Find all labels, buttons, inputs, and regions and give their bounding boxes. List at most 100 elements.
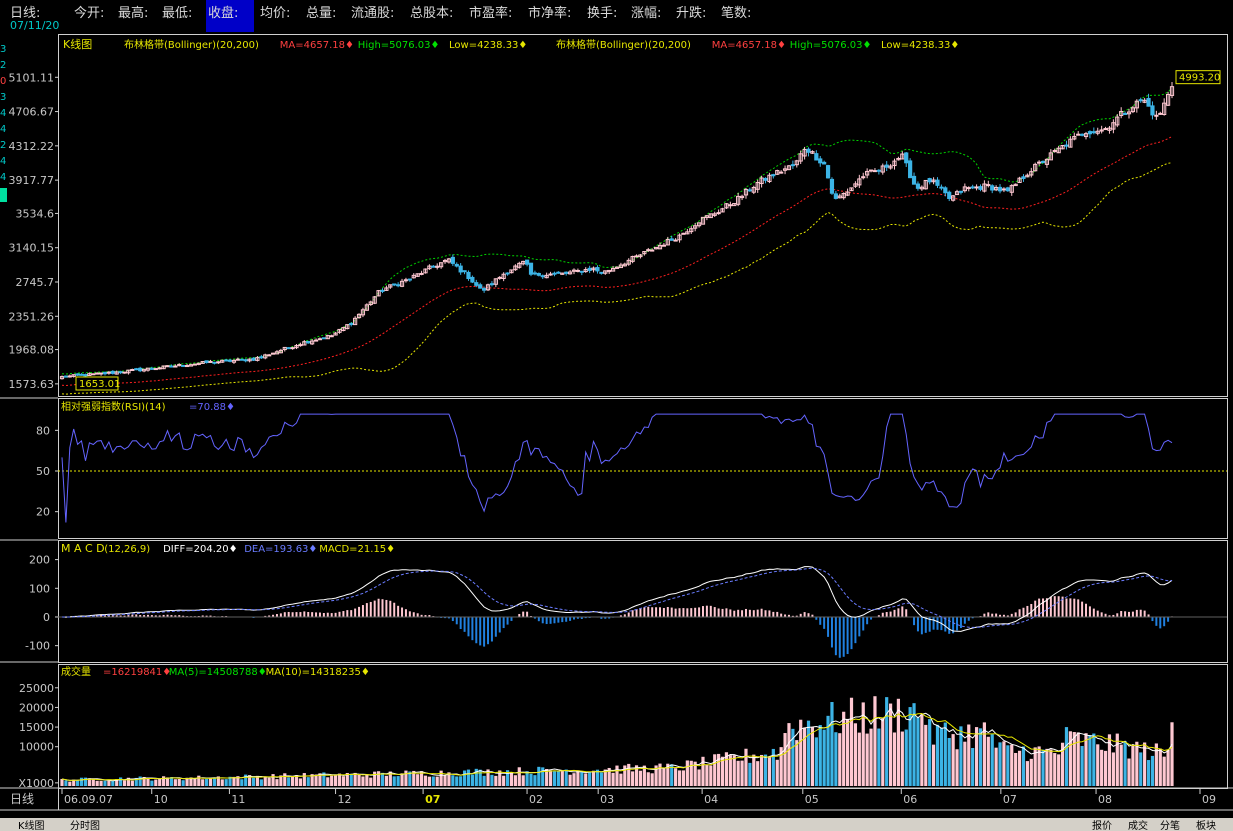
candle-body bbox=[810, 151, 815, 154]
volume-bar bbox=[169, 777, 174, 786]
volume-bar bbox=[1088, 735, 1092, 786]
candle-body bbox=[267, 354, 272, 357]
volume-bar bbox=[314, 774, 318, 786]
label-change-pct: 涨幅: bbox=[631, 6, 662, 21]
volume-bar bbox=[271, 774, 275, 786]
candle-body bbox=[915, 183, 921, 189]
volume-bar bbox=[638, 770, 643, 786]
volume-bar bbox=[1033, 747, 1037, 786]
volume-bar bbox=[185, 777, 189, 786]
candle-body bbox=[270, 352, 276, 355]
candle-body bbox=[904, 152, 909, 164]
volume-bar bbox=[791, 728, 795, 786]
candle-body bbox=[618, 264, 624, 269]
candle-body bbox=[1052, 150, 1057, 153]
volume-bar bbox=[787, 723, 791, 786]
candle-body bbox=[231, 359, 237, 363]
volume-bar bbox=[173, 779, 177, 786]
candle-body bbox=[435, 265, 440, 268]
candle-body bbox=[345, 324, 350, 330]
candle-body bbox=[1162, 102, 1167, 116]
volume-bar bbox=[333, 774, 338, 786]
volume-bar bbox=[967, 724, 971, 786]
left-strip-char: 3 bbox=[0, 44, 6, 55]
left-strip-char: 4 bbox=[0, 172, 6, 183]
candle-body bbox=[1048, 152, 1053, 161]
volume-bar bbox=[1127, 758, 1131, 786]
kline-y-tick: 1573.63 bbox=[9, 378, 55, 391]
volume-bar bbox=[416, 774, 420, 786]
candle-body bbox=[396, 284, 401, 287]
candle-body bbox=[204, 360, 209, 364]
candle-body bbox=[478, 284, 483, 289]
volume-bar bbox=[103, 780, 107, 786]
candle-body bbox=[95, 372, 100, 375]
candle-body bbox=[415, 273, 420, 277]
x-axis-label: 09 bbox=[1202, 793, 1216, 806]
candle-body bbox=[1091, 131, 1096, 134]
volume-bar bbox=[68, 781, 72, 786]
candle-body bbox=[935, 179, 940, 186]
volume-bar bbox=[240, 779, 244, 786]
volume-bar bbox=[373, 771, 377, 786]
volume-bar bbox=[717, 753, 721, 786]
candle-body bbox=[274, 351, 280, 355]
volume-bar bbox=[212, 777, 217, 786]
volume-bar bbox=[419, 771, 424, 786]
volume-bar bbox=[529, 773, 533, 786]
candle-body bbox=[599, 271, 604, 274]
volume-bar bbox=[341, 776, 346, 786]
selected-field-highlight[interactable] bbox=[206, 0, 254, 32]
volume-bar bbox=[205, 778, 209, 786]
candle-body bbox=[657, 244, 663, 250]
volume-bar bbox=[349, 773, 353, 786]
volume-bar bbox=[881, 718, 885, 786]
volume-bar bbox=[799, 719, 803, 786]
candle-body bbox=[861, 176, 866, 179]
candle-body bbox=[751, 186, 756, 193]
candle-body bbox=[517, 262, 522, 268]
volume-bar bbox=[1057, 754, 1061, 786]
candle-body bbox=[876, 169, 881, 172]
candle-body bbox=[138, 367, 143, 372]
candle-body bbox=[927, 178, 932, 183]
volume-bar bbox=[849, 697, 854, 786]
candle-body bbox=[98, 372, 104, 375]
volume-bar bbox=[947, 737, 951, 786]
volume-bar bbox=[1111, 752, 1115, 786]
candle-body bbox=[470, 276, 475, 283]
candle-body bbox=[407, 278, 412, 281]
candle-body bbox=[431, 265, 436, 268]
candle-body bbox=[188, 364, 194, 367]
left-strip-char: 2 bbox=[0, 60, 6, 71]
volume-bar bbox=[502, 775, 506, 786]
kline-legend2-2: High=5076.03♦ bbox=[790, 40, 872, 51]
candle-body bbox=[184, 365, 190, 368]
candle-body bbox=[485, 284, 491, 291]
label-close[interactable]: 收盘: bbox=[208, 6, 239, 21]
candle-body bbox=[1001, 188, 1007, 191]
candle-body bbox=[1013, 183, 1018, 187]
volume-bar bbox=[693, 761, 697, 786]
volume-bar bbox=[931, 744, 936, 786]
volume-bar bbox=[771, 748, 775, 786]
candle-body bbox=[966, 187, 971, 190]
candle-body bbox=[372, 296, 377, 304]
volume-bar bbox=[986, 736, 990, 786]
candle-body bbox=[614, 266, 620, 269]
volume-bar bbox=[322, 772, 326, 786]
volume-bar bbox=[767, 757, 772, 786]
kline-legend-2: High=5076.03♦ bbox=[358, 40, 440, 51]
volume-bar bbox=[517, 767, 521, 786]
label-pb: 市净率: bbox=[528, 6, 572, 21]
candle-body bbox=[388, 284, 393, 288]
candle-body bbox=[224, 359, 229, 362]
volume-bar bbox=[435, 776, 439, 786]
volume-bar bbox=[259, 779, 263, 786]
label-avg: 均价: bbox=[260, 6, 291, 21]
candle-body bbox=[71, 374, 76, 377]
volume-bar bbox=[451, 775, 455, 786]
candle-body bbox=[857, 178, 862, 186]
x-axis-label: 04 bbox=[704, 793, 718, 806]
